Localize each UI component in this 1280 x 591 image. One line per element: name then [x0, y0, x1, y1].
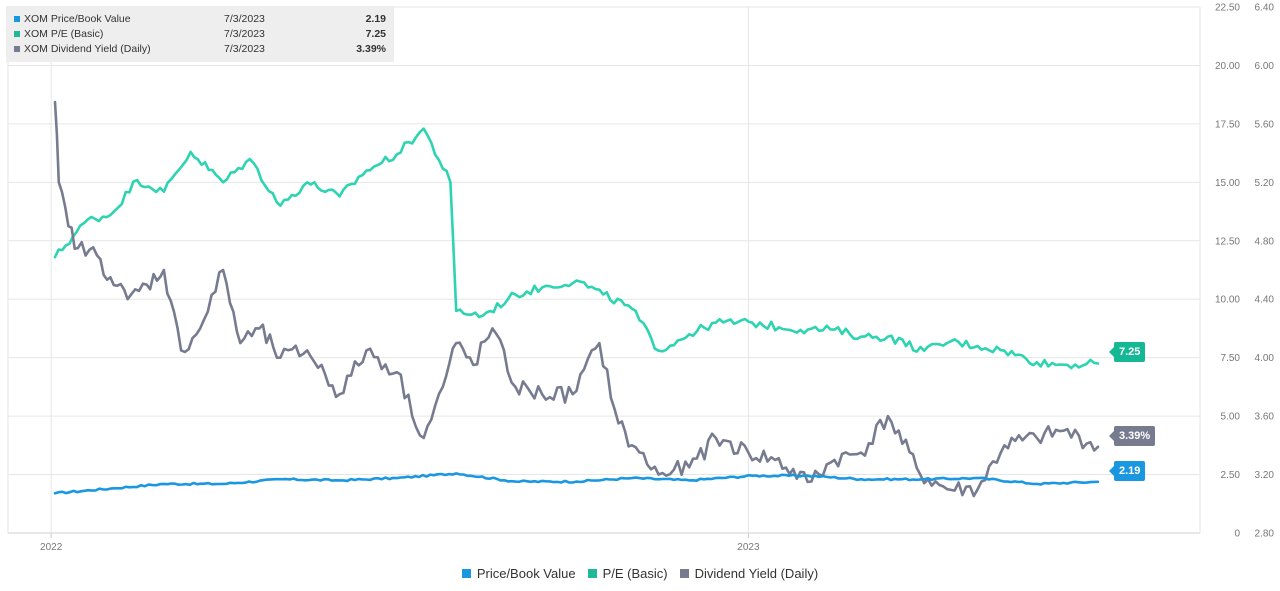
pe-color-square: [14, 30, 20, 37]
y-right-tick-label: 4.00: [1255, 353, 1275, 364]
x-tick-label: 2022: [40, 542, 63, 553]
pb-end-label: 2.19: [1108, 461, 1146, 481]
pe-end-label: 7.25: [1108, 342, 1146, 362]
legend-label: P/E (Basic): [602, 566, 668, 581]
info-row-name: XOM P/E (Basic): [24, 27, 104, 40]
y-right-tick-label: 3.60: [1255, 412, 1275, 423]
y-right-tick-label: 5.20: [1255, 178, 1275, 189]
info-row-pb: XOM Price/Book Value 7/3/2023 2.19: [14, 11, 386, 26]
dy-end-label: 3.39%: [1108, 426, 1156, 446]
info-row-name: XOM Price/Book Value: [24, 12, 131, 25]
legend-swatch: [679, 569, 689, 578]
series-lines: [53, 100, 1100, 498]
legend-item-dy[interactable]: Dividend Yield (Daily): [679, 566, 819, 581]
legend-item-pe[interactable]: P/E (Basic): [587, 566, 668, 581]
legend-swatch: [461, 569, 471, 578]
info-row-pe: XOM P/E (Basic) 7/3/2023 7.25: [14, 26, 386, 41]
y-left-tick-label: 5.00: [1221, 412, 1241, 423]
series-line-p-e-basic: [53, 127, 1100, 370]
y-left-tick-label: 0: [1234, 529, 1240, 540]
y-left-tick-label: 22.50: [1215, 3, 1240, 14]
legend-label: Price/Book Value: [476, 566, 576, 581]
x-tick-label: 2023: [737, 542, 760, 553]
y-right-tick-label: 2.80: [1255, 529, 1275, 540]
y-right-tick-label: 4.80: [1255, 236, 1275, 247]
info-row-date: 7/3/2023: [224, 27, 265, 40]
y-left-tick-label: 7.50: [1221, 353, 1241, 364]
info-row-dy: XOM Dividend Yield (Daily) 7/3/2023 3.39…: [14, 41, 386, 56]
grid-lines: [7, 6, 1201, 534]
y-left-tick-label: 10.00: [1215, 295, 1240, 306]
info-row-value: 7.25: [365, 27, 386, 40]
series-line-price-book-value: [53, 472, 1100, 495]
y-right-tick-label: 5.60: [1255, 119, 1275, 130]
y-right-tick-label: 6.40: [1255, 3, 1275, 14]
info-row-name: XOM Dividend Yield (Daily): [24, 42, 151, 55]
info-panel: XOM Price/Book Value 7/3/2023 2.19 XOM P…: [6, 6, 394, 62]
y-right-tick-label: 4.40: [1255, 295, 1275, 306]
info-row-date: 7/3/2023: [224, 42, 265, 55]
legend-label: Dividend Yield (Daily): [694, 566, 819, 581]
series-line-dividend-yield-daily: [53, 100, 1100, 498]
pb-color-square: [14, 15, 20, 22]
y-left-tick-label: 17.50: [1215, 119, 1240, 130]
y-right-tick-label: 3.20: [1255, 470, 1275, 481]
y-right-tick-label: 6.00: [1255, 61, 1275, 72]
chart-legend: Price/Book Value P/E (Basic) Dividend Yi…: [0, 566, 1280, 581]
legend-item-pb[interactable]: Price/Book Value: [461, 566, 576, 581]
info-row-value: 3.39%: [356, 42, 386, 55]
y-left-tick-label: 15.00: [1215, 178, 1240, 189]
y-left-tick-label: 12.50: [1215, 236, 1240, 247]
info-row-value: 2.19: [365, 12, 386, 25]
y-left-tick-label: 2.50: [1221, 470, 1241, 481]
y-left-tick-label: 20.00: [1215, 61, 1240, 72]
axis-ticks: 22.50 6.40 20.00 6.00 17.50 5.60 15.00 5.20 12.5…: [40, 3, 1274, 554]
dy-color-square: [14, 45, 20, 52]
legend-swatch: [587, 569, 597, 578]
info-row-date: 7/3/2023: [224, 12, 265, 25]
